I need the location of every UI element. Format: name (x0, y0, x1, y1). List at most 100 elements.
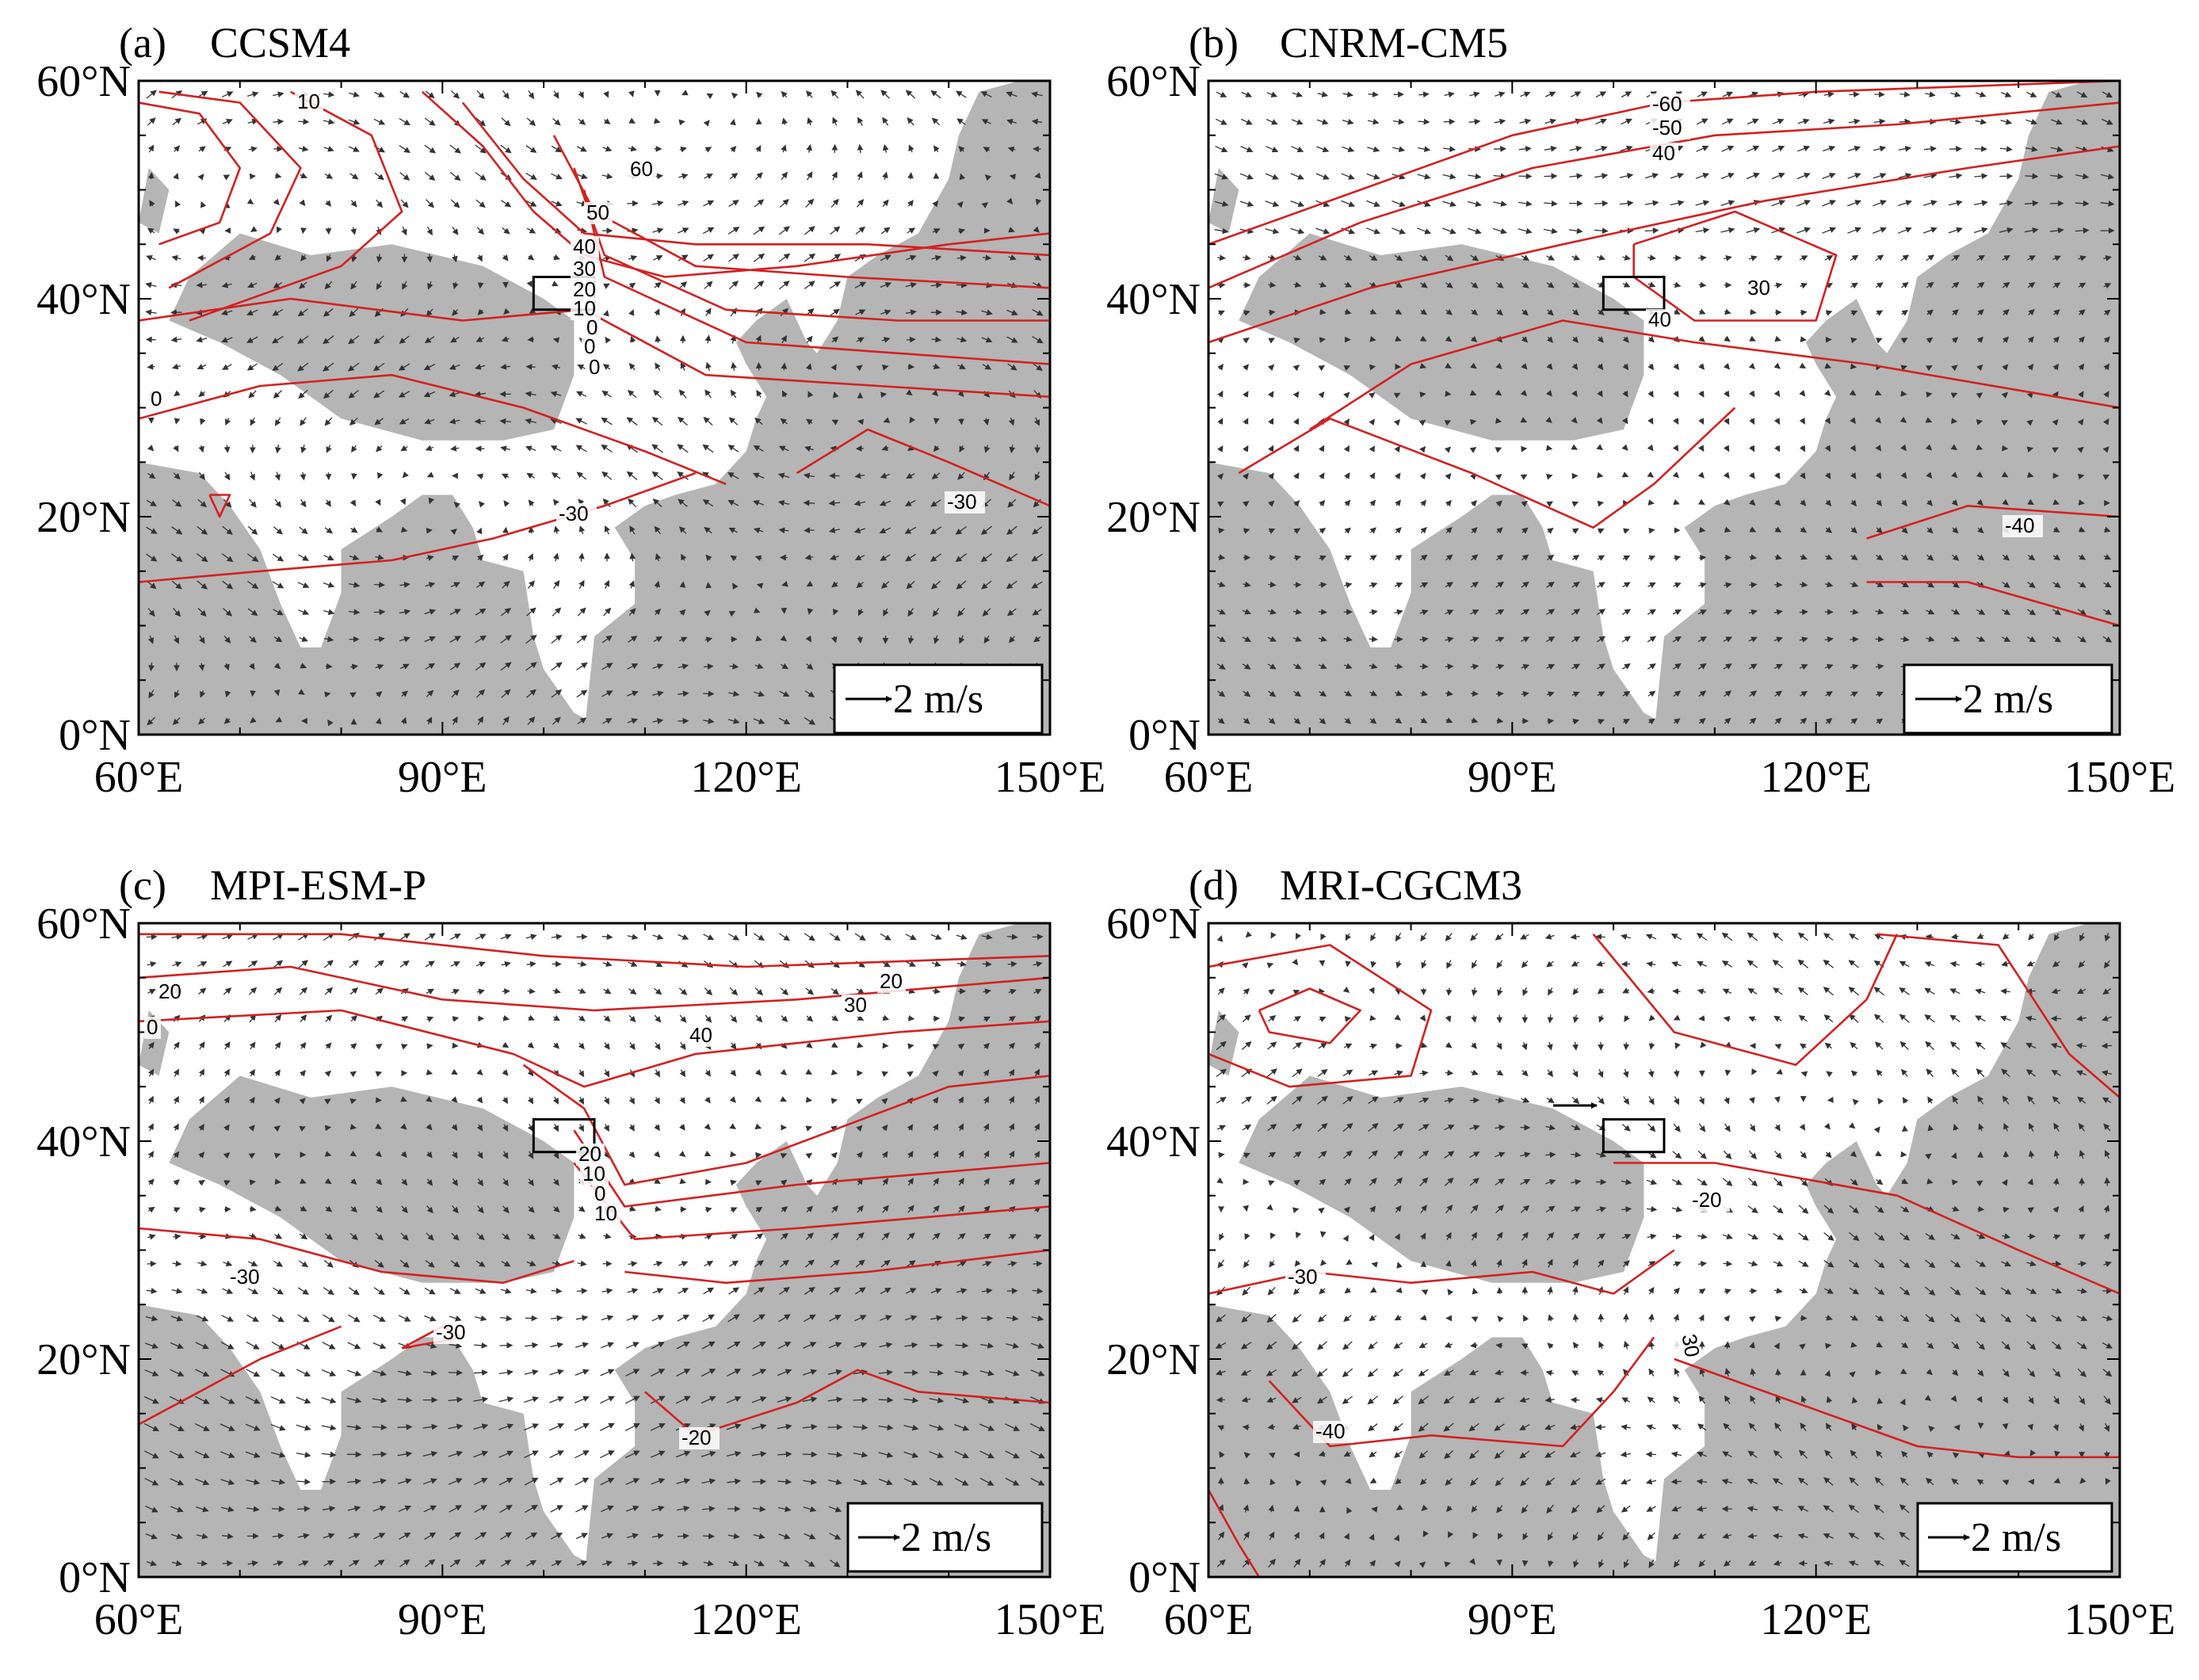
y-tick-label: 20°N (36, 1335, 131, 1384)
shaded-region (1654, 81, 2120, 735)
study-region-box (1602, 276, 1666, 311)
x-tick-label: 90°E (398, 753, 487, 802)
y-tick-label: 40°N (36, 1117, 131, 1166)
x-tick-label: 60°E (1164, 753, 1254, 802)
contour-label: 10 (594, 1201, 617, 1225)
reference-vector-box: 2 m/s (1916, 1502, 2113, 1573)
panel-b: (b) CNRM-CM5 60°E 90°E 120°E 150°E 0°N 20°N 40… (1106, 19, 2175, 802)
contour-label: -50 (1652, 116, 1682, 139)
y-tick-label: 40°N (1106, 275, 1201, 324)
contour-label: 30 (844, 993, 867, 1017)
contour-label: 40 (1652, 141, 1675, 165)
axis-ticks (1208, 922, 2121, 1578)
shaded-region (1239, 233, 1644, 441)
reference-vector-label: 2 m/s (893, 677, 983, 722)
shaded-region (584, 81, 1050, 735)
contour-label: 40 (689, 1023, 712, 1047)
x-tick-label: 60°E (94, 753, 184, 802)
panel-label: (a) (119, 19, 166, 67)
contour-label: 50 (586, 200, 609, 224)
y-tick-label: 60°N (1106, 899, 1201, 949)
shaded-region (169, 233, 575, 441)
y-tick-label: 0°N (1128, 1553, 1201, 1602)
contour-label: 40 (1648, 307, 1671, 331)
panel-d: (d) MRI-CGCM3 60°E 90°E 120°E 150°E 0°N 20°N 4… (1106, 861, 2175, 1644)
y-tick-label: 0°N (1128, 711, 1201, 760)
contour-label: 0 (151, 387, 162, 410)
reference-vector-box: 2 m/s (846, 1502, 1044, 1573)
contour-label: 0 (584, 334, 595, 358)
map-area: 60°E 90°E 120°E 150°E 0°N 20°N 40°N 60°N (36, 57, 1105, 802)
x-axis-labels: 60°E 90°E 120°E 150°E (94, 753, 1106, 802)
contour-label: 10 (573, 296, 596, 320)
contour-label: -30 (947, 490, 977, 514)
panel-title: MRI-CGCM3 (1280, 861, 1522, 909)
y-tick-label: 20°N (36, 493, 131, 542)
contour-label: -20 (681, 1426, 712, 1449)
x-tick-label: 120°E (1760, 1595, 1872, 1644)
reference-vector-label: 2 m/s (1963, 677, 2053, 722)
study-region-box (532, 1118, 596, 1154)
contour-lines (139, 90, 1050, 583)
contour-label: 60 (630, 157, 653, 181)
y-tick-label: 0°N (59, 711, 131, 760)
panel-label: (d) (1189, 861, 1239, 909)
y-axis-labels: 0°N 20°N 40°N 60°N (1106, 899, 1201, 1602)
y-tick-label: 40°N (1106, 1117, 1201, 1166)
contour-label: 30 (573, 257, 596, 281)
contour-label: -40 (1315, 1419, 1346, 1443)
reference-vector-box: 2 m/s (833, 663, 1044, 735)
x-tick-label: 120°E (690, 1595, 802, 1644)
x-axis-labels: 60°E 90°E 120°E 150°E (1164, 753, 2176, 802)
shaded-region (169, 1075, 575, 1283)
contour-label: -30 (230, 1265, 260, 1289)
contour-labels: 20 0 20 30 40 20 10 0 10 -30 -30 -20 (144, 969, 906, 1449)
shaded-region (1239, 1075, 1644, 1283)
contour-label: 40 (573, 235, 596, 258)
panel-label: (b) (1189, 19, 1239, 67)
y-tick-label: 20°N (1106, 493, 1201, 542)
contour-label: 10 (297, 90, 320, 113)
panel-a: (a) CCSM4 60°E 90°E 120°E 150°E0°N20°N40°N6… (36, 19, 1105, 802)
y-axis-labels: 0°N 20°N 40°N 60°N (36, 57, 131, 760)
reference-vector-label: 2 m/s (1971, 1515, 2061, 1560)
y-tick-label: 0°N (59, 1553, 131, 1602)
y-tick-label: 60°N (36, 57, 131, 106)
axis-ticks (1208, 80, 2121, 735)
x-tick-label: 150°E (995, 1595, 1106, 1644)
study-region-box (1602, 1118, 1666, 1154)
map-area: 60°E 90°E 120°E 150°E 0°N 20°N 40°N 60°N (36, 899, 1105, 1644)
panel-label: (c) (119, 861, 166, 909)
contour-label: 0 (589, 355, 600, 379)
y-axis-labels: 0°N 20°N 40°N 60°N (1106, 57, 1201, 760)
contour-label: -30 (1288, 1265, 1318, 1289)
y-tick-label: 40°N (36, 275, 131, 324)
y-tick-label: 60°N (1106, 57, 1201, 106)
contour-label: 0 (586, 315, 597, 339)
contour-labels: -20 -30 30 -40 (1285, 1188, 1730, 1443)
contour-label: 20 (578, 1142, 601, 1166)
wind-vectors (1215, 931, 2113, 1568)
x-tick-label: 90°E (1468, 1595, 1557, 1644)
x-tick-label: 90°E (1468, 753, 1557, 802)
contour-label: 20 (158, 979, 181, 1003)
contour-label: 10 (582, 1162, 605, 1186)
shaded-region (584, 923, 1050, 1577)
contour-label: 0 (594, 1182, 605, 1205)
contour-label: -40 (2005, 514, 2035, 537)
y-tick-label: 60°N (36, 899, 131, 949)
reference-vector-label: 2 m/s (901, 1515, 991, 1560)
y-tick-label: 20°N (1106, 1335, 1201, 1384)
contour-label: -30 (559, 502, 589, 525)
panel-title: MPI-ESM-P (210, 861, 426, 909)
x-axis-labels: 60°E 90°E 120°E 150°E (1164, 1595, 2176, 1644)
x-tick-label: 90°E (398, 1595, 487, 1644)
panel-c: (c) MPI-ESM-P 60°E 90°E 120°E 150°E 0°N 20°N 4… (36, 861, 1105, 1644)
x-tick-label: 120°E (690, 753, 802, 802)
axis-ticks (138, 922, 1051, 1578)
x-tick-label: 150°E (995, 753, 1106, 802)
contour-label: 20 (880, 969, 903, 993)
shaded-region (1208, 168, 1239, 234)
shaded-region (1654, 923, 2120, 1577)
contour-label: -60 (1652, 92, 1682, 116)
